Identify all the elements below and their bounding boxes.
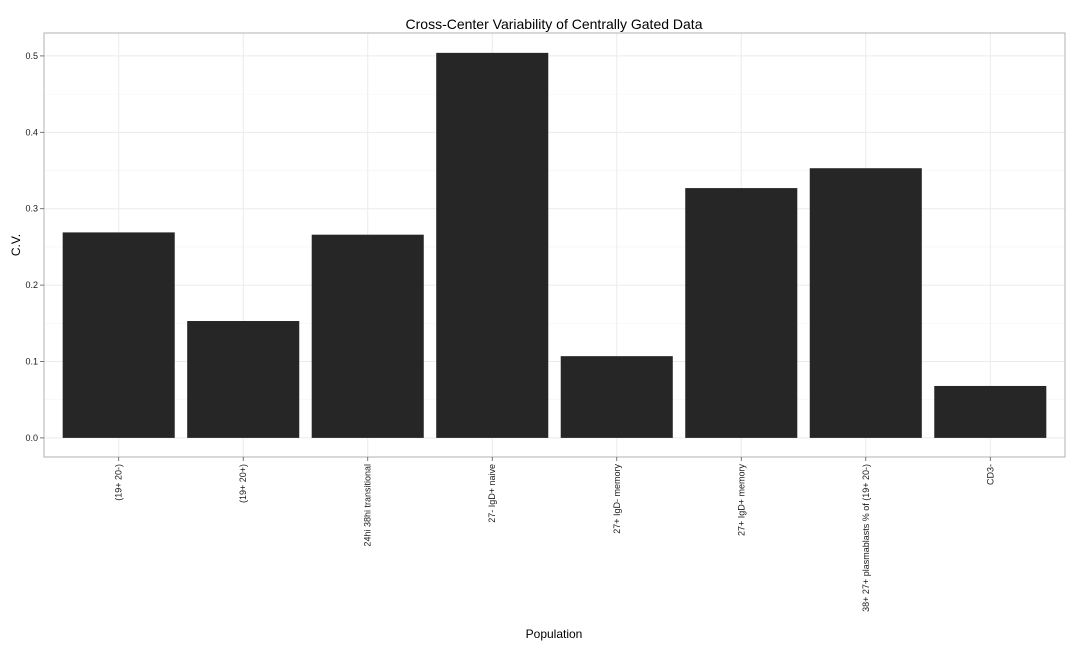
bar bbox=[62, 232, 175, 438]
bar bbox=[560, 356, 673, 438]
y-tick-label: 0.4 bbox=[25, 127, 38, 137]
y-axis: 0.0 0.1 0.2 0.3 0.4 0.5 bbox=[25, 51, 44, 443]
x-tick-label: 27- IgD+ naive bbox=[487, 464, 497, 523]
y-tick-label: 0.0 bbox=[25, 433, 38, 443]
bar bbox=[809, 168, 922, 438]
y-tick-label: 0.1 bbox=[25, 357, 38, 367]
x-axis: (19+ 20-) (19+ 20+) 24hi 38hi transitional… bbox=[114, 457, 995, 612]
bar bbox=[934, 385, 1047, 438]
y-axis-title: C.V. bbox=[9, 234, 23, 256]
x-tick-label: CD3- bbox=[985, 464, 995, 485]
x-tick-label: 27+ IgD+ memory bbox=[736, 464, 746, 537]
y-tick-label: 0.5 bbox=[25, 51, 38, 61]
bar bbox=[311, 234, 424, 438]
bar bbox=[685, 188, 798, 438]
x-tick-label: 27+ IgD- memory bbox=[612, 464, 622, 534]
x-tick-label: (19+ 20-) bbox=[114, 464, 124, 501]
bars bbox=[62, 52, 1047, 438]
y-tick-label: 0.3 bbox=[25, 204, 38, 214]
x-tick-label: 38+ 27+ plasmablasts % of (19+ 20-) bbox=[861, 464, 871, 612]
plot-panel-border bbox=[43, 32, 1066, 458]
y-tick-label: 0.2 bbox=[25, 280, 38, 290]
x-axis-title: Population bbox=[526, 627, 583, 641]
bar bbox=[436, 52, 549, 438]
bar bbox=[187, 321, 300, 438]
x-tick-label: (19+ 20+) bbox=[238, 464, 248, 503]
x-tick-label: 24hi 38hi transitional bbox=[363, 464, 373, 547]
chart-title: Cross-Center Variability of Centrally Ga… bbox=[406, 16, 703, 32]
